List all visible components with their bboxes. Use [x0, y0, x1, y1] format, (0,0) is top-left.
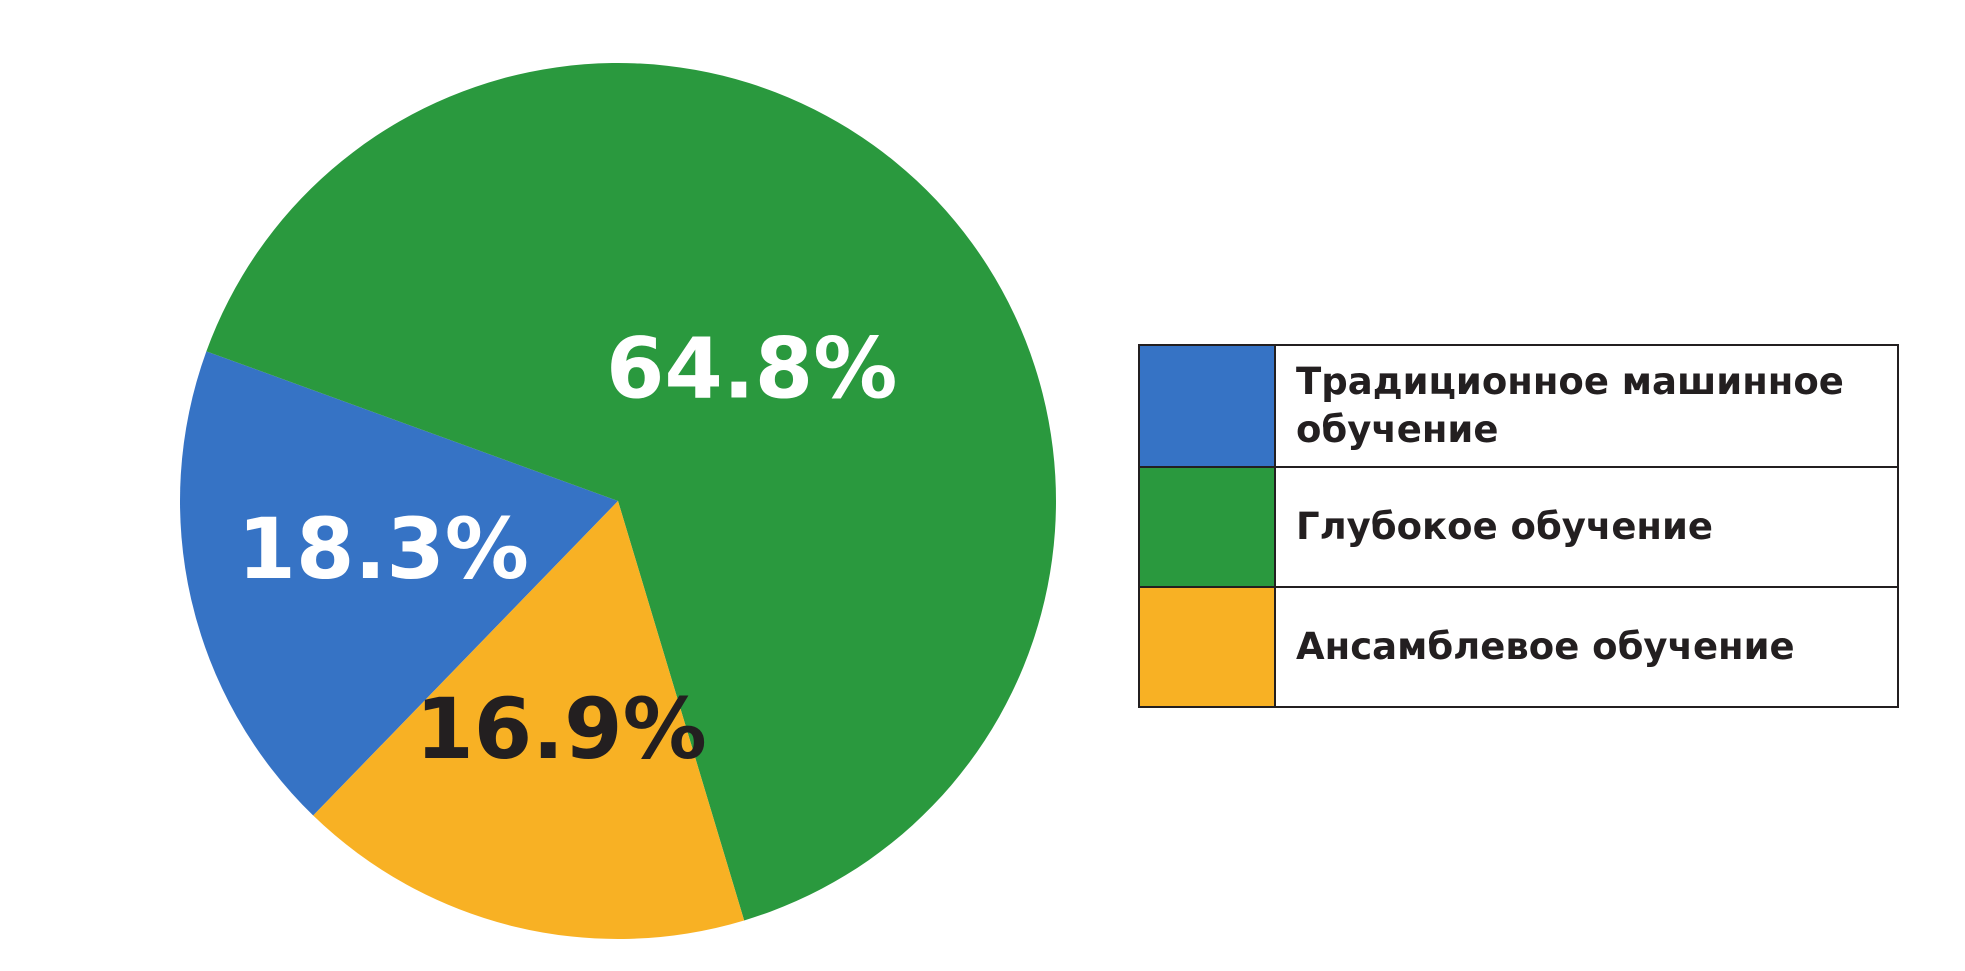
pie-slice [180, 351, 618, 816]
legend-swatch [1140, 468, 1276, 586]
data-label: 18.3% [238, 500, 529, 598]
data-label: 64.8% [606, 320, 897, 418]
data-label: 16.9% [415, 680, 706, 778]
legend-label: Глубокое обучение [1296, 504, 1714, 548]
legend-entry: Традиционное машинное обучение [1140, 346, 1897, 466]
legend-entry: Глубокое обучение [1140, 466, 1897, 586]
legend-label: Традиционное машинное обучение [1296, 359, 1844, 451]
pie-slice [206, 62, 1057, 921]
legend-label: Ансамблевое обучение [1296, 624, 1795, 668]
legend-swatch [1140, 346, 1276, 466]
legend: Традиционное машинное обучение Глубокое о… [1138, 344, 1899, 708]
chart: 18.3% 64.8% 16.9% [180, 62, 1057, 939]
pie-slice [313, 501, 745, 939]
legend-entry: Ансамблевое обучение [1140, 586, 1897, 706]
legend-swatch [1140, 588, 1276, 706]
